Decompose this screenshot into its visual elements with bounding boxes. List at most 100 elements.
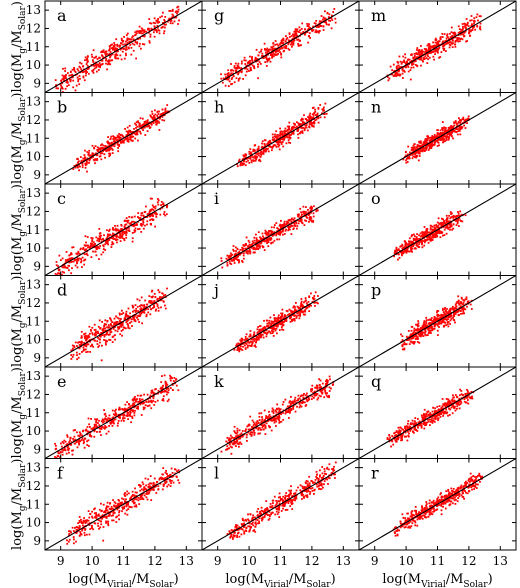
data-point (97, 346, 100, 348)
data-point (248, 344, 251, 347)
data-point (424, 52, 427, 54)
data-point (77, 252, 79, 254)
data-point (254, 341, 257, 344)
data-point (236, 67, 238, 69)
data-point (459, 133, 462, 136)
reference-line (359, 92, 516, 184)
data-point (121, 134, 123, 137)
data-point (250, 159, 253, 162)
data-point (255, 58, 257, 61)
data-point (401, 67, 404, 70)
data-point (423, 56, 425, 59)
data-point (239, 347, 242, 350)
data-point (451, 35, 453, 37)
data-point (93, 323, 96, 326)
data-point (271, 327, 273, 330)
data-point (102, 248, 105, 250)
data-point (455, 216, 457, 218)
data-point (318, 22, 321, 25)
data-point (276, 332, 278, 335)
data-point (397, 70, 400, 73)
data-point (171, 8, 174, 11)
data-point (156, 119, 158, 122)
data-point (410, 242, 413, 245)
data-point (140, 296, 143, 299)
data-point (284, 319, 286, 322)
data-point (287, 226, 289, 228)
data-point (303, 114, 305, 117)
data-point (299, 310, 302, 313)
data-point (79, 165, 81, 168)
data-point (437, 224, 440, 227)
data-point (315, 115, 318, 117)
data-point (397, 249, 400, 251)
data-point (425, 48, 428, 50)
data-point (280, 56, 283, 59)
data-point (148, 301, 151, 304)
data-point (81, 164, 84, 167)
data-point (266, 233, 268, 236)
data-point (262, 148, 265, 151)
data-point (228, 74, 231, 77)
data-point (133, 231, 136, 234)
data-point (287, 39, 290, 42)
data-point (155, 302, 157, 304)
data-point (143, 31, 146, 34)
data-point (133, 309, 136, 312)
data-point (442, 47, 445, 50)
data-point (406, 156, 409, 159)
data-point (308, 220, 310, 223)
data-point (144, 134, 147, 136)
data-point (452, 215, 455, 217)
data-point (138, 321, 140, 323)
data-point (257, 326, 259, 328)
data-point (330, 27, 333, 30)
data-point (406, 250, 409, 253)
panel-o: o (358, 183, 517, 276)
data-point (308, 117, 310, 119)
data-point (138, 45, 141, 48)
data-point (228, 256, 230, 259)
data-point (293, 318, 296, 320)
data-point (295, 30, 298, 33)
data-point (291, 126, 294, 128)
data-point (92, 49, 95, 52)
data-point (465, 27, 467, 29)
data-point (266, 319, 269, 322)
data-point (392, 75, 395, 77)
data-point (457, 31, 460, 34)
data-point (132, 39, 135, 41)
data-point (145, 120, 148, 123)
data-point (114, 338, 116, 341)
data-point (164, 26, 166, 29)
data-point (81, 162, 84, 164)
data-point (473, 22, 475, 25)
data-point (297, 215, 299, 218)
panel-c-points (54, 197, 169, 276)
data-point (93, 67, 96, 70)
data-point (230, 69, 232, 72)
data-point (396, 249, 399, 252)
data-point (400, 65, 403, 68)
data-point (103, 325, 105, 327)
data-point (277, 52, 279, 55)
data-point (70, 349, 73, 352)
data-point (304, 32, 307, 34)
data-point (279, 136, 282, 139)
data-point (99, 245, 101, 247)
data-point (130, 53, 133, 56)
data-point (295, 315, 298, 318)
data-point (283, 49, 286, 52)
data-point (447, 138, 450, 141)
data-point (262, 55, 265, 57)
data-point (76, 253, 79, 256)
data-point (287, 221, 290, 224)
data-point (133, 315, 136, 318)
data-point (108, 149, 110, 152)
data-point (313, 122, 316, 124)
reference-line (202, 92, 359, 184)
data-point (453, 121, 455, 124)
data-point (265, 57, 268, 60)
data-point (151, 197, 153, 200)
data-point (148, 300, 151, 303)
